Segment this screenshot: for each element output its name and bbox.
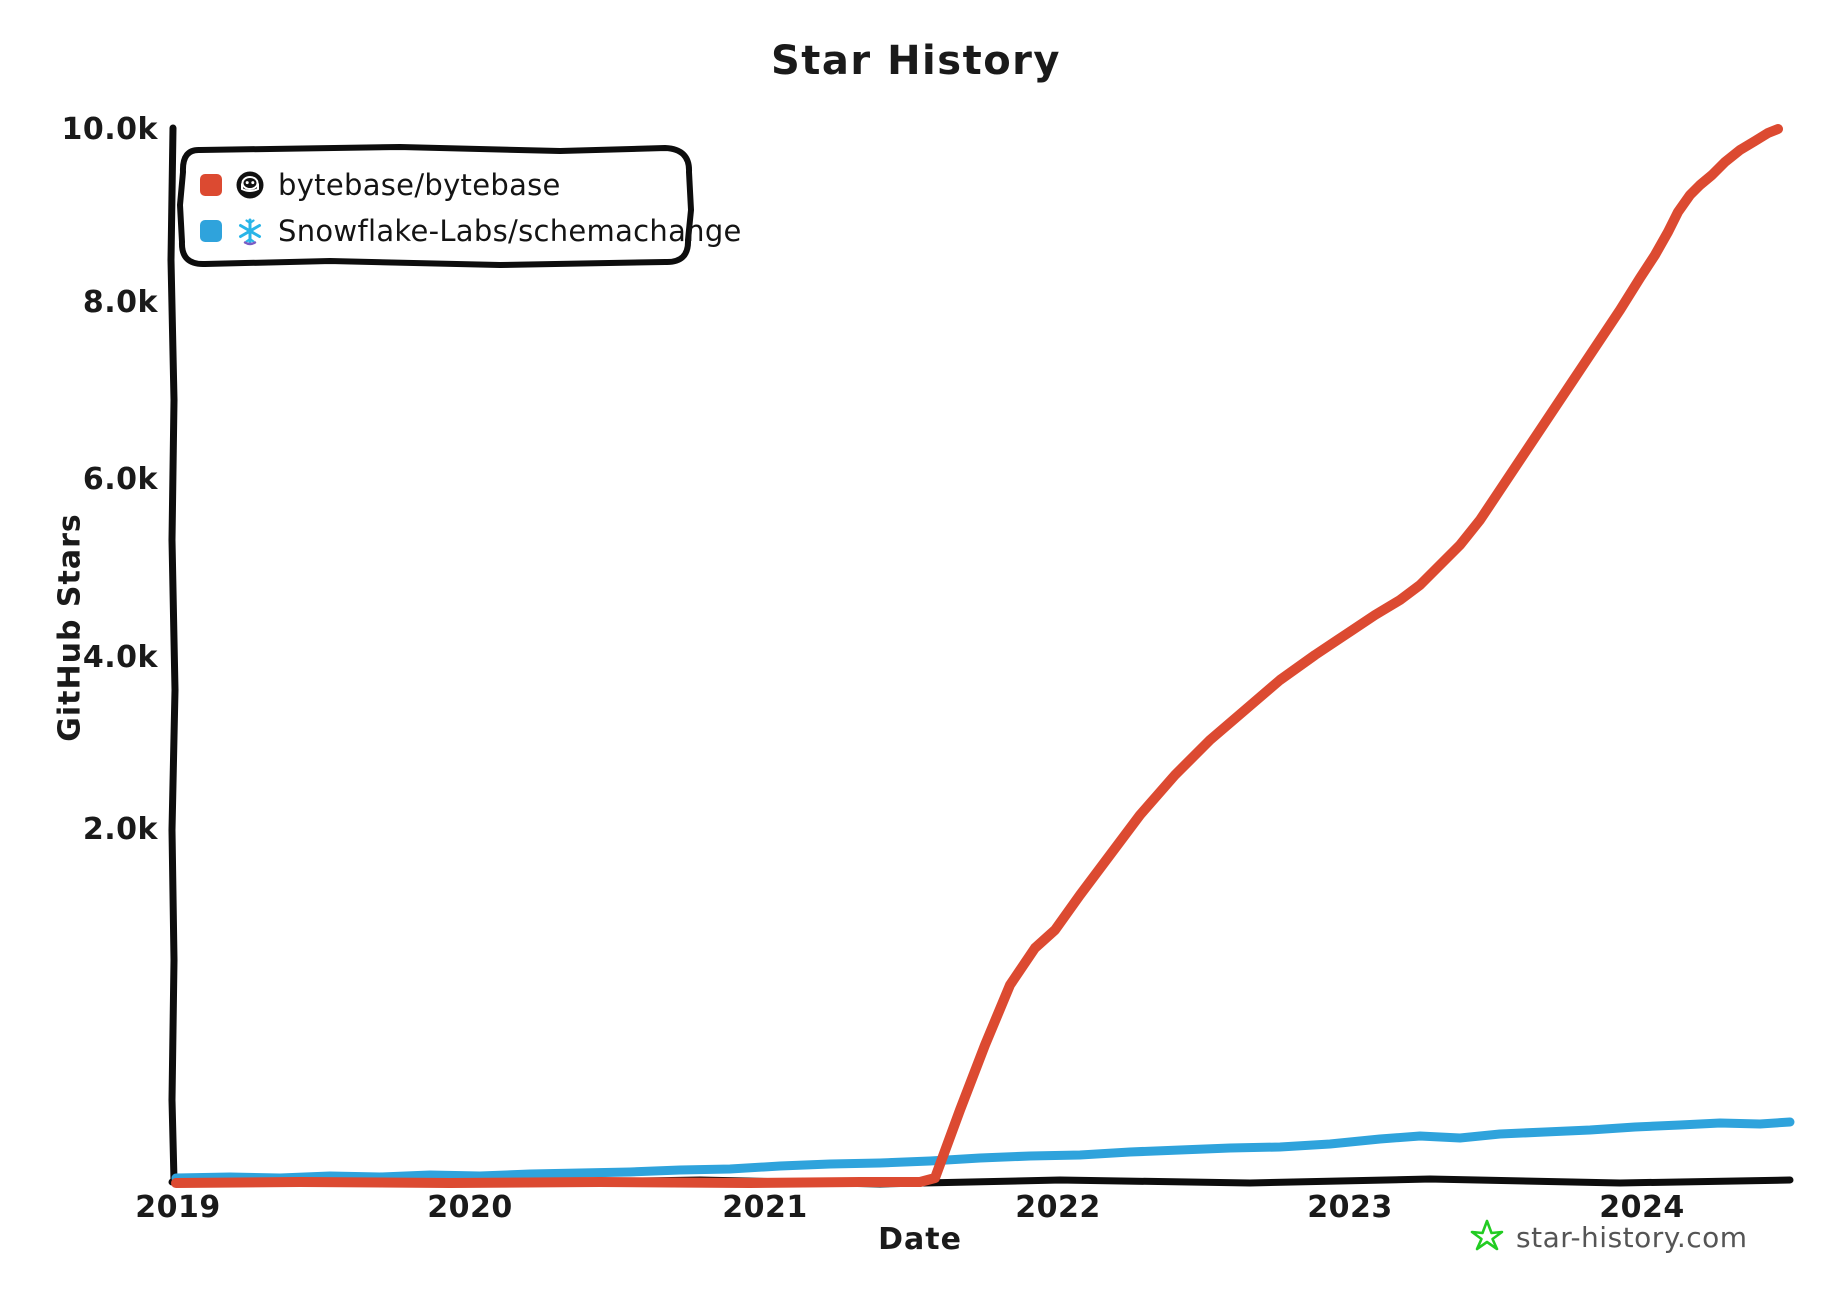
legend-label-bytebase: bytebase/bytebase: [278, 168, 561, 202]
y-tick-4k: 4.0k: [82, 640, 158, 675]
y-axis-line: [167, 124, 179, 1184]
x-axis-title: Date: [878, 1222, 962, 1257]
legend-swatch-schemachange: [200, 220, 222, 242]
y-tick-10k: 10.0k: [61, 112, 158, 147]
legend-item-bytebase[interactable]: bytebase/bytebase: [200, 162, 690, 208]
x-tick-2024: 2024: [1599, 1190, 1685, 1225]
y-tick-6k: 6.0k: [82, 462, 158, 497]
series-line-bytebase-bytebase: [171, 124, 1783, 1188]
series-line-snowflake-labs-schemachange: [171, 1117, 1795, 1183]
chart-title: Star History: [771, 38, 1061, 84]
bytebase-logo-icon: [235, 170, 265, 200]
y-tick-8k: 8.0k: [82, 285, 158, 320]
x-tick-2020: 2020: [427, 1190, 513, 1225]
snowflake-logo-icon: [235, 216, 265, 246]
legend-label-schemachange: Snowflake-Labs/schemachange: [278, 214, 742, 248]
legend-item-schemachange[interactable]: Snowflake-Labs/schemachange: [200, 208, 741, 254]
x-tick-2022: 2022: [1015, 1190, 1101, 1225]
y-tick-2k: 2.0k: [82, 812, 158, 847]
legend-border: [177, 144, 694, 268]
y-axis-title: GitHub Stars: [52, 513, 88, 742]
star-icon: [1470, 1218, 1504, 1256]
legend-swatch-bytebase: [200, 174, 222, 196]
watermark[interactable]: star-history.com: [1470, 1218, 1748, 1256]
x-tick-2021: 2021: [722, 1190, 808, 1225]
x-tick-2019: 2019: [135, 1190, 221, 1225]
x-tick-2023: 2023: [1307, 1190, 1393, 1225]
watermark-label: star-history.com: [1516, 1220, 1748, 1254]
legend: bytebase/bytebase: [178, 148, 741, 266]
